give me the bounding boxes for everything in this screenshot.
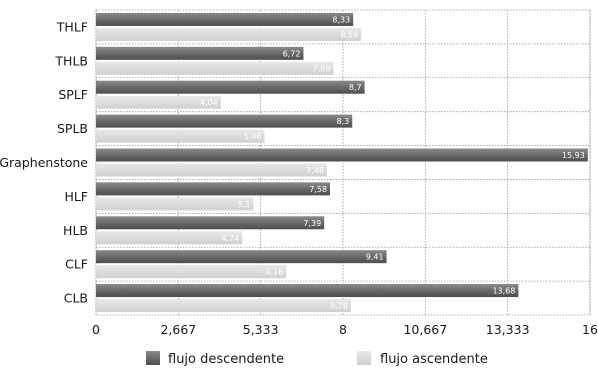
bar-flujo-ascendente-clf [96, 265, 287, 279]
x-tick-label: 2,667 [160, 322, 196, 337]
bar-flujo-descendente-thlb [96, 46, 304, 60]
bar-flujo-descendente-hlf [96, 182, 331, 196]
data-label-flujo-descendente-graphenstone: 15,93 [562, 151, 585, 160]
x-tick-label: 5,333 [243, 322, 279, 337]
data-label-flujo-descendente-splf: 8,7 [349, 83, 362, 92]
data-label-flujo-ascendente-clb: 8,26 [330, 302, 348, 311]
data-label-flujo-descendente-clf: 9,41 [366, 253, 384, 262]
category-label-graphenstone: Graphenstone [0, 155, 88, 170]
data-label-flujo-descendente-splb: 8,3 [337, 117, 350, 126]
category-label-clf: CLF [65, 257, 88, 272]
legend-label-flujo-descendente: flujo descendente [168, 352, 284, 367]
bar-flujo-ascendente-thlb [96, 61, 334, 75]
bar-flujo-descendente-clf [96, 250, 387, 264]
data-label-flujo-ascendente-thlf: 8,59 [340, 30, 358, 39]
bar-flujo-descendente-clb [96, 284, 519, 298]
category-label-hlf: HLF [64, 189, 88, 204]
data-label-flujo-ascendente-hlb: 4,74 [222, 234, 240, 243]
legend-swatch-flujo-ascendente [357, 351, 371, 365]
category-label-hlb: HLB [63, 223, 88, 238]
bar-flujo-ascendente-thlf [96, 27, 362, 41]
category-label-splb: SPLB [57, 121, 88, 136]
data-label-flujo-descendente-clb: 13,68 [492, 287, 515, 296]
legend-swatch-flujo-descendente [146, 351, 160, 365]
grid [95, 9, 591, 316]
data-label-flujo-ascendente-hlf: 5,1 [238, 200, 251, 209]
category-label-thlb: THLB [54, 53, 88, 68]
data-label-flujo-descendente-thlf: 8,33 [332, 15, 350, 24]
category-label-thlf: THLF [56, 19, 88, 34]
legend-label-flujo-ascendente: flujo ascendente [380, 352, 488, 367]
bar-flujo-descendente-splf [96, 80, 365, 94]
data-label-flujo-descendente-hlb: 7,39 [303, 219, 321, 228]
data-label-flujo-ascendente-splb: 5,46 [244, 132, 262, 141]
bar-flujo-ascendente-clb [96, 299, 352, 313]
bar-flujo-ascendente-hlb [96, 231, 243, 245]
bar-flujo-ascendente-splf [96, 95, 221, 109]
x-tick-label: 10,667 [403, 322, 447, 337]
data-label-flujo-ascendente-splf: 4,04 [200, 98, 218, 107]
category-label-clb: CLB [64, 291, 88, 306]
x-tick-label: 13,333 [486, 322, 530, 337]
legend: flujo descendente flujo ascendente [146, 351, 488, 367]
bar-flujo-descendente-thlf [96, 12, 354, 26]
data-label-flujo-ascendente-clf: 6,16 [265, 268, 283, 277]
bar-flujo-ascendente-graphenstone [96, 163, 327, 177]
bar-flujo-descendente-hlb [96, 216, 325, 230]
x-tick-label: 0 [92, 322, 100, 337]
category-label-splf: SPLF [58, 87, 88, 102]
bar-flujo-ascendente-splb [96, 129, 265, 143]
bar-flujo-descendente-graphenstone [96, 148, 588, 162]
x-axis-ticks: 0 2,667 5,333 8 10,667 13,333 16 [92, 322, 598, 337]
data-label-flujo-ascendente-graphenstone: 7,48 [306, 166, 324, 175]
data-label-flujo-descendente-hlf: 7,58 [309, 185, 327, 194]
bar-flujo-ascendente-hlf [96, 197, 254, 211]
x-tick-label: 8 [339, 322, 347, 337]
bars: 8,33 8,59 6,72 7,69 8,7 4,04 8,3 5,46 15,93 7,48 7… [96, 12, 588, 313]
data-label-flujo-descendente-thlb: 6,72 [283, 49, 301, 58]
category-labels: THLF THLB SPLF SPLB Graphenstone HLF HLB CLF CLB [0, 19, 88, 305]
x-tick-label: 16 [582, 322, 598, 337]
bar-flujo-descendente-splb [96, 114, 353, 128]
data-label-flujo-ascendente-thlb: 7,69 [313, 64, 331, 73]
